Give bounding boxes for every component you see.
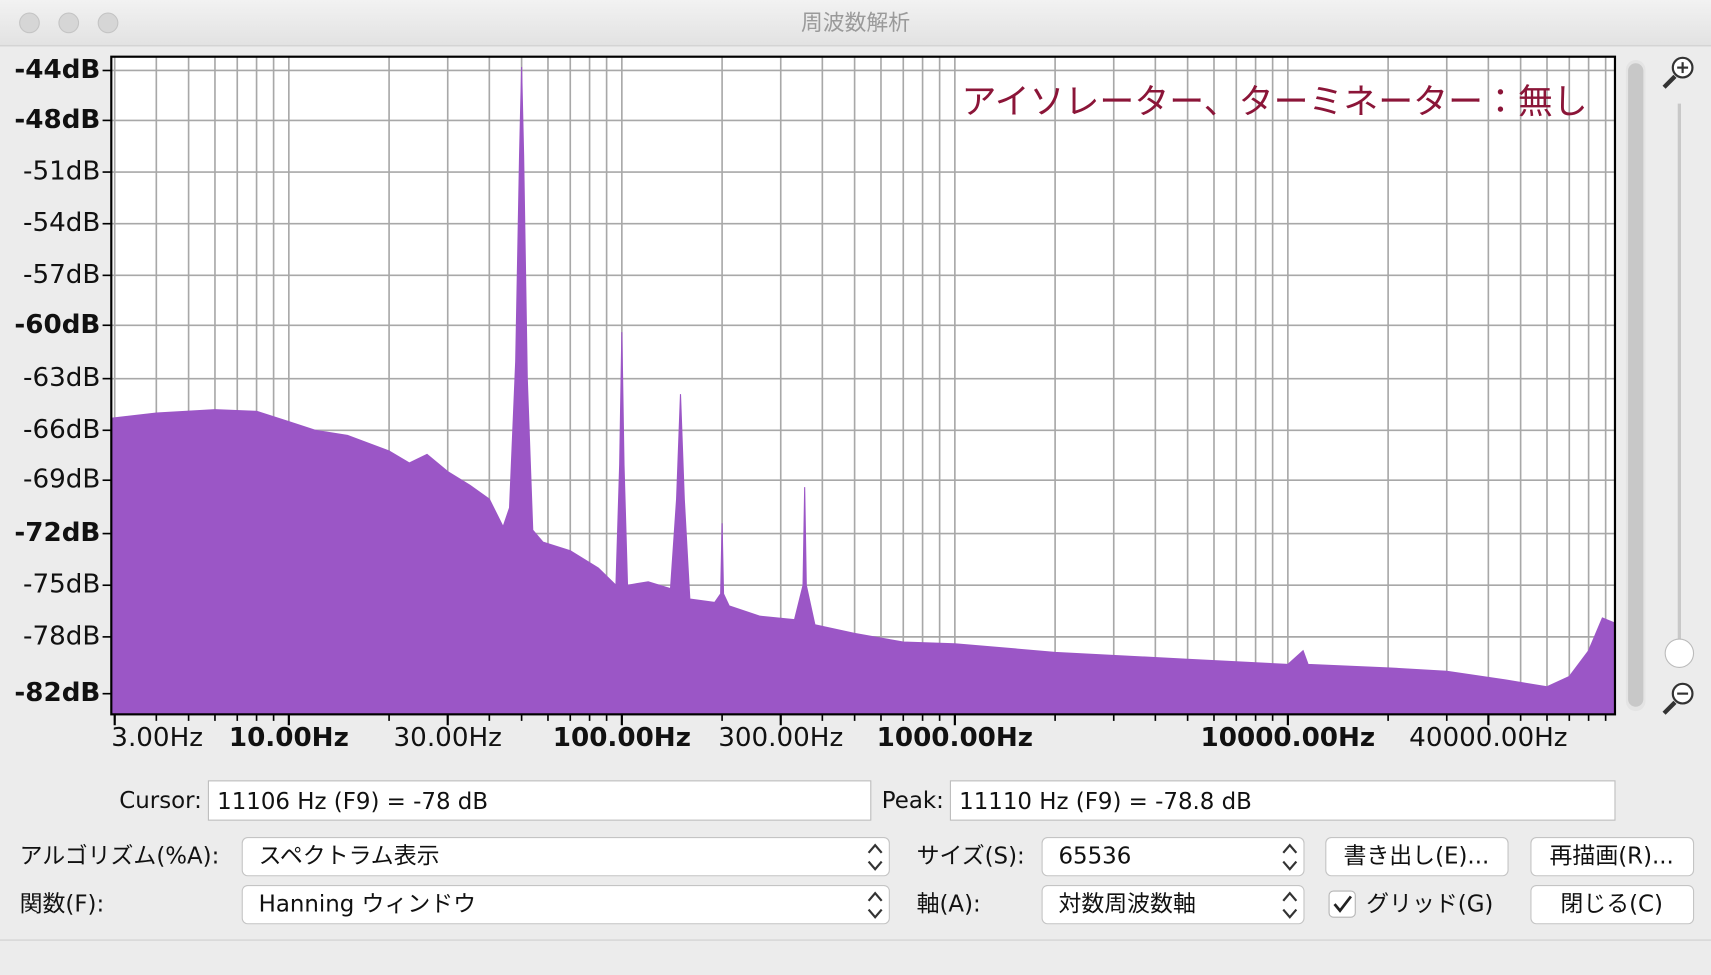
axis-label: 軸(A): — [917, 892, 981, 918]
close-light[interactable] — [19, 12, 40, 34]
x-tick-label: 1000.00Hz — [877, 723, 1033, 753]
minimize-light[interactable] — [58, 12, 80, 34]
y-tick-label: -72dB — [14, 518, 100, 548]
y-tick-label: -54dB — [23, 208, 100, 238]
size-select[interactable] — [1041, 837, 1305, 877]
grid-checkbox[interactable] — [1328, 890, 1356, 918]
function-label: 関数(F): — [20, 892, 105, 918]
zoom-out-icon[interactable] — [1662, 682, 1694, 715]
y-tick-label: -44dB — [14, 55, 100, 85]
algorithm-label: アルゴリズム(%A): — [20, 844, 220, 870]
cursor-label: Cursor: — [119, 788, 202, 814]
x-tick-label: 10.00Hz — [229, 723, 349, 753]
size-value: 65536 — [1058, 844, 1131, 870]
plot-frame — [110, 55, 1617, 716]
window-title: 周波数解析 — [801, 11, 910, 36]
x-tick-label: 3.00Hz — [111, 723, 203, 753]
algorithm-value: スペクトラム表示 — [259, 844, 440, 870]
select-arrows — [867, 843, 883, 871]
y-tick-label: -69dB — [23, 465, 100, 495]
y-tick-label: -48dB — [14, 105, 100, 135]
replot-button-label: 再描画(R)... — [1550, 844, 1674, 870]
peak-field[interactable] — [949, 780, 1616, 821]
y-tick-label: -78dB — [23, 621, 100, 651]
cursor-field[interactable] — [207, 780, 872, 821]
peak-value: 11110 Hz (F9) = -78.8 dB — [959, 789, 1252, 815]
checkmark — [1333, 895, 1352, 913]
axis-select[interactable] — [1041, 885, 1305, 925]
select-arrows — [1282, 843, 1298, 871]
spectrum-area — [110, 67, 1616, 715]
y-tick-label: -60dB — [14, 310, 100, 340]
y-tick-label: -51dB — [23, 157, 100, 187]
marks — [110, 67, 1616, 715]
x-tick-label: 100.00Hz — [553, 723, 691, 753]
export-button-label: 書き出し(E)... — [1343, 844, 1489, 870]
x-tick-label: 300.00Hz — [718, 723, 843, 753]
export-button[interactable] — [1325, 837, 1509, 877]
function-select[interactable] — [241, 885, 890, 925]
y-tick-label: -57dB — [23, 260, 100, 290]
size-label: サイズ(S): — [917, 844, 1025, 870]
select-arrows — [867, 891, 883, 919]
y-tick-label: -75dB — [23, 570, 100, 600]
close-button-label: 閉じる(C) — [1560, 892, 1663, 918]
x-tick-label: 10000.00Hz — [1201, 723, 1376, 753]
function-value: Hanning ウィンドウ — [259, 892, 476, 918]
axis-value: 対数周波数軸 — [1058, 892, 1195, 918]
zoom-slider-knob[interactable] — [1664, 638, 1695, 668]
grid-checkbox-label: グリッド(G) — [1366, 892, 1493, 918]
x-tick-label: 40000.00Hz — [1409, 723, 1567, 753]
algorithm-select[interactable] — [241, 837, 890, 877]
x-tick-label: 30.00Hz — [394, 723, 502, 753]
select-arrows — [1282, 891, 1298, 919]
replot-button[interactable] — [1530, 837, 1695, 877]
title-bar — [0, 0, 1711, 46]
annotation: アイソレーター、ターミネーター：無し — [962, 83, 1588, 123]
peak-label: Peak: — [882, 788, 944, 814]
y-tick-label: -66dB — [23, 415, 100, 445]
y-tick-label: -82dB — [14, 678, 100, 708]
zoom-in-icon[interactable] — [1662, 56, 1694, 89]
zoom-light[interactable] — [97, 12, 119, 34]
cursor-value: 11106 Hz (F9) = -78 dB — [217, 789, 488, 815]
close-button[interactable] — [1530, 885, 1695, 925]
zoom-thumb[interactable] — [1628, 63, 1644, 707]
y-tick-label: -63dB — [23, 363, 100, 393]
